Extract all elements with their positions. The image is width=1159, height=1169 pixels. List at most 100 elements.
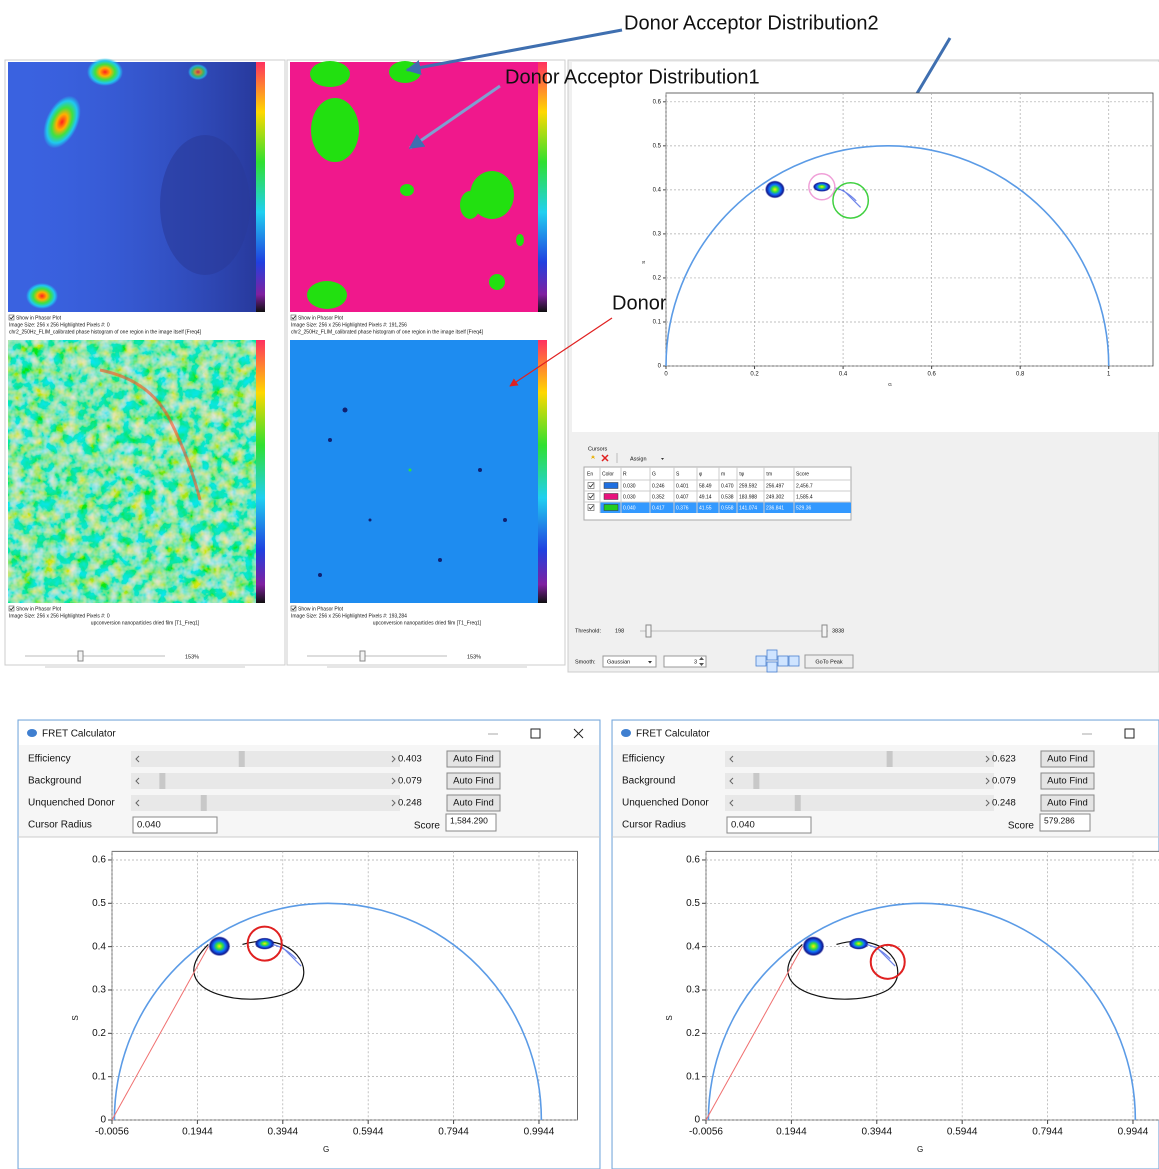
nav-button[interactable] [788,655,800,667]
field-label: Cursor Radius [622,820,686,831]
radius-input[interactable] [132,816,218,834]
smooth-combo[interactable] [602,655,657,668]
button-label: Auto Find [453,776,494,787]
column-header: G [652,471,656,477]
slider-thumb[interactable] [159,773,166,789]
column-header: τm [766,471,772,477]
phasor-cluster [764,180,785,199]
slider-thumb[interactable] [753,773,760,789]
button-label: Auto Find [1047,776,1088,787]
check-mark [291,315,296,320]
x-tick-label: 0 [664,371,668,377]
slider-arrow[interactable] [135,799,396,807]
slider-track [131,773,400,789]
y-tick-label: 0.2 [92,1028,106,1039]
auto-find-button[interactable] [1040,750,1095,768]
radius-value: 0.040 [731,820,755,831]
column-header: m [721,471,725,477]
checkbox[interactable] [290,314,297,321]
y-tick-label: 0 [100,1115,106,1126]
checkbox[interactable] [8,314,15,321]
nav-button[interactable] [755,655,767,667]
cursor-circle [808,173,836,201]
table-cell: 256.497 [766,483,784,489]
row-checkbox[interactable] [587,493,595,500]
color-swatch [603,493,619,500]
radius-input[interactable] [726,816,812,834]
fret-trajectory [193,940,305,1000]
auto-find-button[interactable] [1040,772,1095,790]
slider-arrow[interactable] [729,777,990,785]
annotation: Donor Acceptor Distribution1 [505,66,760,88]
image-info: Image Size: 256 x 256 Highlighted Pixels… [9,613,110,619]
checkbox[interactable] [8,605,15,612]
y-tick-label: 0.1 [686,1071,700,1082]
y-tick-label: 0.6 [686,855,700,866]
slider-thumb[interactable] [238,751,245,767]
table-cell: 0.030 [623,483,636,489]
slider-arrow[interactable] [135,755,396,763]
nav-button[interactable] [766,649,778,661]
image-caption: upconversion nanoparticles dried film [T… [373,620,482,626]
add-cursor-icon[interactable] [591,455,595,459]
x-tick-label: 0.1944 [182,1127,213,1138]
check-mark [9,315,14,320]
phasor-cluster [802,936,825,957]
assign-button[interactable]: Assign [630,456,647,462]
slider-value: 0.079 [992,776,1016,787]
nav-button[interactable] [777,655,789,667]
table-cell: 0.470 [721,483,734,489]
plot-box [111,850,578,1121]
threshold-thumb[interactable] [645,624,652,638]
slider-arrow[interactable] [135,777,396,785]
auto-find-button[interactable] [446,772,501,790]
slider-thumb[interactable] [200,795,207,811]
x-tick-label: 0.7944 [1032,1127,1063,1138]
maximize-button[interactable] [1124,728,1135,739]
check-mark [588,505,594,510]
phasor-tail [834,187,862,208]
row-checkbox[interactable] [587,504,595,511]
y-tick-label: 0.1 [653,320,662,326]
table-cell: 49.14 [699,494,712,500]
threshold-thumb[interactable] [821,624,828,638]
slider-arrow[interactable] [729,755,990,763]
slider-arrow[interactable] [729,799,990,807]
checkbox[interactable] [290,605,297,612]
plot-box [705,850,1159,1121]
nav-button[interactable] [766,661,778,673]
table-cell: 529.36 [796,505,812,511]
auto-find-button[interactable] [446,794,501,812]
highlight-image [290,61,547,312]
smooth-size: 3 [694,659,697,665]
smooth-size-box[interactable] [663,655,707,668]
phasor-cluster [208,936,231,957]
check-mark [9,606,14,611]
table-cell: 1,585.4 [796,494,813,500]
slider-value: 0.248 [992,798,1016,809]
image-caption: upconversion nanoparticles dried film [T… [91,620,200,626]
intensity-image [8,340,256,603]
goto-peak-button[interactable] [804,654,854,669]
x-tick-label: -0.0056 [95,1127,129,1138]
x-tick-label: 0.4 [839,371,848,377]
auto-find-button[interactable] [1040,794,1095,812]
zoom-slider-thumb[interactable] [359,650,366,662]
image-caption: chr2_250Hz_FLIM_calibrated phase histogr… [9,329,202,335]
zoom-slider-thumb[interactable] [77,650,84,662]
row-checkbox[interactable] [587,482,595,489]
delete-cursor-icon[interactable] [601,454,609,462]
background-line [111,946,209,1121]
close-button[interactable] [573,728,584,739]
slider-thumb[interactable] [886,751,893,767]
slider-track [725,773,994,789]
y-tick-label: 0 [694,1115,700,1126]
lifetime-image [8,58,265,312]
auto-find-button[interactable] [446,750,501,768]
column-header: R [623,471,627,477]
table-cell: 0.376 [676,505,689,511]
x-tick-label: 0.1944 [776,1127,807,1138]
maximize-button[interactable] [530,728,541,739]
slider-thumb[interactable] [794,795,801,811]
field-label: Score [1008,821,1035,832]
